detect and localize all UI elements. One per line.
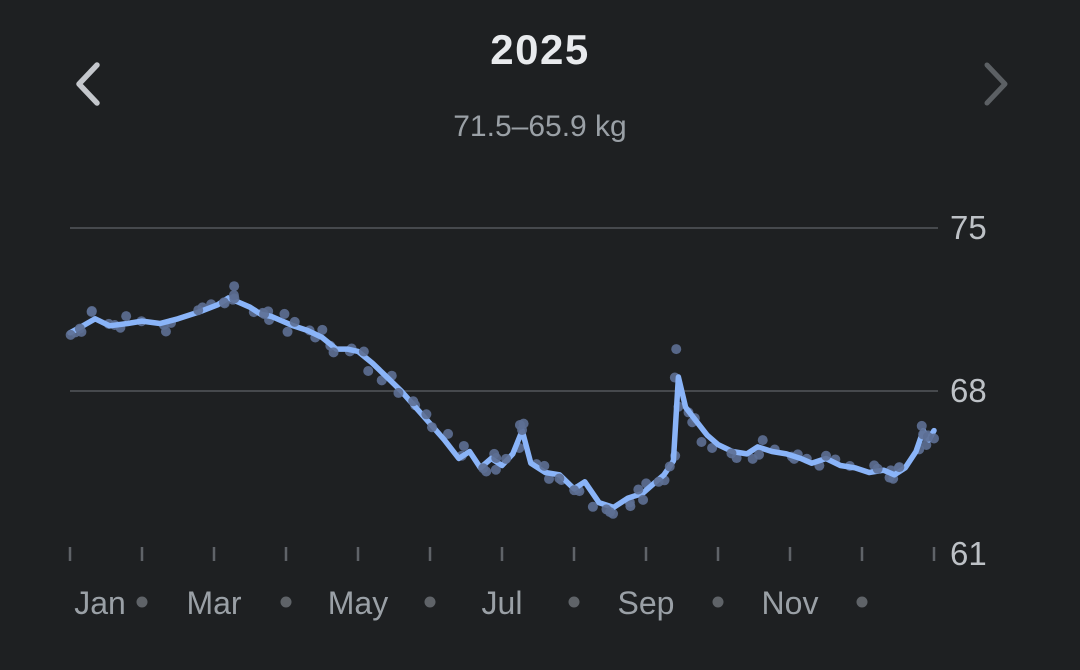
- weight-reading-dot: [229, 281, 240, 292]
- month-label: Nov: [762, 585, 819, 621]
- weight-reading-dot: [929, 433, 939, 444]
- weight-reading-dot: [218, 297, 229, 308]
- weight-reading-dot: [279, 308, 290, 319]
- year-title: 2025: [490, 26, 590, 73]
- weight-reading-dot: [821, 450, 832, 461]
- previous-year-button[interactable]: [64, 56, 112, 112]
- weight-reading-dot: [74, 323, 85, 334]
- weight-reading-dot: [894, 462, 905, 473]
- weight-reading-dot: [363, 366, 374, 377]
- weight-range-subtitle: 71.5–65.9 kg: [453, 110, 627, 143]
- weight-reading-dot: [539, 460, 550, 471]
- weight-reading-dot: [228, 290, 239, 301]
- month-label: Sep: [618, 585, 675, 621]
- weight-reading-dot: [317, 324, 328, 335]
- weight-reading-dot: [65, 329, 76, 340]
- weight-reading-dot: [696, 437, 707, 448]
- chevron-left-icon: [76, 62, 100, 106]
- month-dot: [712, 596, 724, 608]
- weight-reading-dot: [664, 461, 675, 472]
- weight-reading-dot: [501, 453, 512, 464]
- weight-reading-dot: [554, 473, 565, 484]
- month-label: Mar: [186, 585, 241, 621]
- weight-reading-dot: [121, 311, 132, 322]
- weight-reading-dot: [754, 449, 765, 460]
- month-dot: [424, 596, 436, 608]
- weight-reading-dot: [872, 463, 883, 474]
- weight-reading-dot: [443, 428, 454, 439]
- weight-reading-dot: [518, 418, 529, 429]
- weight-reading-dot: [491, 453, 502, 464]
- weight-reading-dot: [328, 347, 339, 358]
- weight-reading-dot: [193, 305, 204, 316]
- weight-reading-dot: [393, 387, 404, 398]
- weight-reading-dot: [918, 429, 929, 440]
- chevron-right-icon: [984, 62, 1008, 106]
- month-label: Jan: [74, 585, 126, 621]
- weight-reading-dot: [358, 346, 369, 357]
- month-label: Jul: [482, 585, 523, 621]
- weight-reading-dot: [638, 494, 649, 505]
- month-dot: [136, 596, 148, 608]
- next-year-button[interactable]: [972, 56, 1020, 112]
- y-axis-label: 75: [950, 209, 987, 246]
- weight-reading-dot: [458, 440, 469, 451]
- y-axis-label: 61: [950, 535, 987, 572]
- month-dot: [568, 596, 580, 608]
- month-label: May: [328, 585, 388, 621]
- weight-reading-dot: [426, 422, 437, 433]
- weight-reading-dot: [289, 316, 300, 327]
- weight-reading-dot: [653, 476, 664, 487]
- weight-reading-dot: [282, 326, 293, 337]
- weight-reading-dot: [757, 435, 768, 446]
- weight-reading-dot: [605, 507, 615, 518]
- weight-reading-dot: [671, 344, 682, 355]
- y-axis-label: 68: [950, 372, 987, 409]
- weight-reading-dot: [259, 308, 270, 319]
- weight-trend-line: [67, 295, 937, 511]
- weight-reading-dot: [569, 485, 580, 496]
- weight-reading-dot: [86, 306, 97, 317]
- weight-reading-dot: [478, 463, 489, 474]
- weight-reading-dot: [587, 501, 598, 512]
- weight-reading-dot: [421, 409, 432, 420]
- month-dot: [856, 596, 868, 608]
- weight-reading-dot: [633, 484, 644, 495]
- weight-reading-dot: [490, 464, 501, 475]
- weight-reading-dot: [726, 448, 737, 459]
- weight-reading-dot: [707, 442, 718, 453]
- weight-reading-dot: [544, 473, 555, 484]
- weight-reading-dot: [916, 420, 927, 431]
- month-dot: [280, 596, 292, 608]
- weight-reading-dot: [408, 396, 419, 407]
